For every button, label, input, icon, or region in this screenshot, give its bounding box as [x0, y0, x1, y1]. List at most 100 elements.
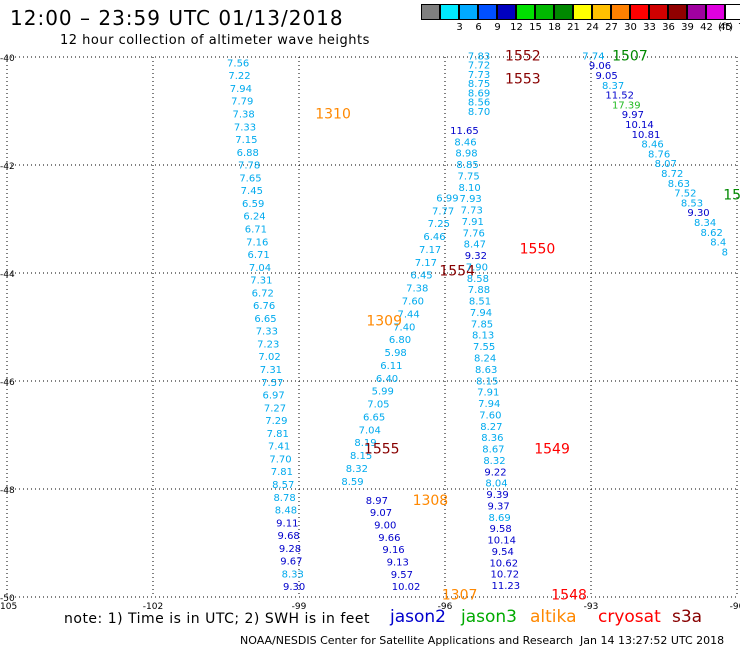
- colorbar-swatch: [706, 4, 725, 20]
- wave-height-value: 8.56: [468, 98, 490, 109]
- lon-tick-label: -90: [730, 602, 740, 612]
- wave-height-value: 8.76: [648, 149, 670, 160]
- wave-height-value: 6.97: [263, 391, 285, 402]
- wave-height-value: 7.44: [397, 309, 419, 320]
- wave-height-value: 6.71: [248, 250, 270, 261]
- pass-label: 1552: [505, 48, 541, 64]
- wave-height-value: 7.15: [235, 135, 257, 146]
- lat-tick-label: -46: [0, 378, 15, 388]
- wave-height-value: 8.63: [475, 365, 497, 376]
- colorbar-swatch: [649, 4, 668, 20]
- wave-height-value: 7.73: [461, 206, 483, 217]
- wave-height-value: 9.97: [622, 110, 644, 121]
- wave-height-value: 7.88: [468, 285, 490, 296]
- pass-label: 1308: [413, 493, 449, 509]
- lat-tick-label: -42: [0, 162, 15, 172]
- wave-height-value: 8.07: [655, 159, 677, 170]
- wave-height-value: 7.78: [238, 161, 260, 172]
- wave-height-value: 7.23: [257, 339, 279, 350]
- wave-height-value: 9.37: [487, 501, 509, 512]
- wave-height-value: 8.53: [681, 198, 703, 209]
- wave-height-value: 7.60: [479, 410, 501, 421]
- wave-height-value: 17.39: [612, 100, 641, 111]
- wave-height-value: 8: [722, 247, 728, 258]
- wave-height-value: 8.15: [350, 451, 372, 462]
- wave-height-value: 7.74: [582, 51, 604, 62]
- lat-tick-label: -48: [0, 486, 15, 496]
- wave-height-value: 8.62: [701, 228, 723, 239]
- wave-height-value: 8.72: [661, 169, 683, 180]
- colorbar-swatch: [611, 4, 630, 20]
- wave-height-value: 7.04: [359, 425, 381, 436]
- wave-height-value: 7.93: [460, 194, 482, 205]
- page-title: 12:00 – 23:59 UTC 01/13/2018: [10, 6, 344, 30]
- wave-height-value: 7.75: [457, 171, 479, 182]
- colorbar-label: 6: [475, 22, 482, 33]
- wave-height-value: 7.56: [227, 58, 249, 69]
- wave-height-value: 6.46: [423, 232, 445, 243]
- wave-height-value: 8.24: [474, 354, 496, 365]
- wave-height-value: 6.24: [243, 212, 265, 223]
- wave-height-value: 6.76: [253, 301, 275, 312]
- wave-height-value: 9.16: [382, 545, 404, 556]
- colorbar-swatch: [440, 4, 459, 20]
- wave-height-value: 8.36: [481, 433, 503, 444]
- colorbar-swatch: [516, 4, 535, 20]
- wave-height-value: 7.40: [393, 322, 415, 333]
- wave-height-value: 7.45: [241, 186, 263, 197]
- wave-height-value: 7.33: [234, 122, 256, 133]
- wave-height-value: 9.32: [465, 251, 487, 262]
- footer-organization: NOAA/NESDIS Center for Satellite Applica…: [240, 634, 574, 647]
- colorbar-swatch: [687, 4, 706, 20]
- wave-height-value: 6.80: [389, 335, 411, 346]
- wave-height-value: 7.91: [462, 217, 484, 228]
- wave-height-value: 8.27: [480, 422, 502, 433]
- wave-height-value: 8.67: [482, 445, 504, 456]
- wave-height-value: 8.13: [472, 331, 494, 342]
- wave-height-value: 8.32: [483, 456, 505, 467]
- wave-height-value: 6.59: [242, 199, 264, 210]
- colorbar-swatch: [478, 4, 497, 20]
- wave-height-value: 7.94: [478, 399, 500, 410]
- satellite-legend-s3a: s3a: [672, 607, 703, 627]
- wave-height-value: 7.76: [463, 228, 485, 239]
- wave-height-value: 7.65: [239, 173, 261, 184]
- wave-height-value: 8.57: [272, 480, 294, 491]
- wave-height-value: 9.57: [391, 570, 413, 581]
- wave-height-value: 9.06: [589, 61, 611, 72]
- satellite-legend-jason3: jason3: [461, 607, 517, 627]
- wave-height-value: 9.11: [276, 518, 298, 529]
- wave-height-value: 9.67: [280, 557, 302, 568]
- wave-height-value: 10.81: [632, 130, 661, 141]
- wave-height-value: 8.69: [468, 88, 490, 99]
- wave-height-value: 8.10: [459, 183, 481, 194]
- wave-height-value: 8.46: [454, 137, 476, 148]
- wave-height-value: 7.81: [267, 429, 289, 440]
- wave-height-value: 8.46: [641, 140, 663, 151]
- wave-height-value: 8.15: [476, 376, 498, 387]
- satellite-legend-altika: altika: [530, 607, 577, 627]
- wave-height-value: 7.85: [471, 319, 493, 330]
- satellite-legend-jason2: jason2: [390, 607, 446, 627]
- wave-height-value: 7.91: [477, 388, 499, 399]
- wave-height-value: 7.31: [260, 365, 282, 376]
- wave-height-value: 7.81: [271, 467, 293, 478]
- wave-height-value: 8.98: [455, 149, 477, 160]
- wave-height-value: 7.02: [258, 352, 280, 363]
- colorbar-label: 33: [643, 22, 656, 33]
- colorbar-swatch: [630, 4, 649, 20]
- wave-height-value: 6.11: [380, 361, 402, 372]
- wave-height-value: 7.60: [402, 296, 424, 307]
- wave-height-value: 10.02: [392, 582, 421, 593]
- lat-tick-label: -50: [0, 594, 15, 604]
- colorbar-label: 42: [700, 22, 713, 33]
- colorbar-label: 45: [719, 22, 732, 33]
- wave-height-value: 8.97: [366, 496, 388, 507]
- wave-height-value: 10.14: [487, 536, 516, 547]
- wave-height-value: 6.71: [245, 224, 267, 235]
- satellite-legend-cryosat: cryosat: [598, 607, 661, 627]
- wave-height-value: 7.25: [428, 219, 450, 230]
- wave-height-value: 8.70: [468, 107, 490, 118]
- footer-timestamp: Jan 14 13:27:52 UTC 2018: [580, 634, 725, 647]
